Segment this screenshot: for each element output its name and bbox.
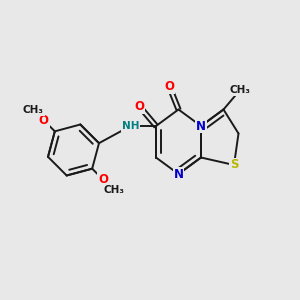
Text: O: O	[134, 100, 145, 113]
Text: O: O	[164, 80, 175, 94]
Text: NH: NH	[122, 121, 139, 131]
Text: S: S	[230, 158, 238, 172]
Text: CH₃: CH₃	[103, 185, 124, 195]
Text: O: O	[98, 173, 108, 186]
Text: CH₃: CH₃	[23, 105, 44, 115]
Text: CH₃: CH₃	[230, 85, 250, 95]
Text: O: O	[39, 114, 49, 127]
Text: N: N	[173, 167, 184, 181]
Text: N: N	[196, 119, 206, 133]
